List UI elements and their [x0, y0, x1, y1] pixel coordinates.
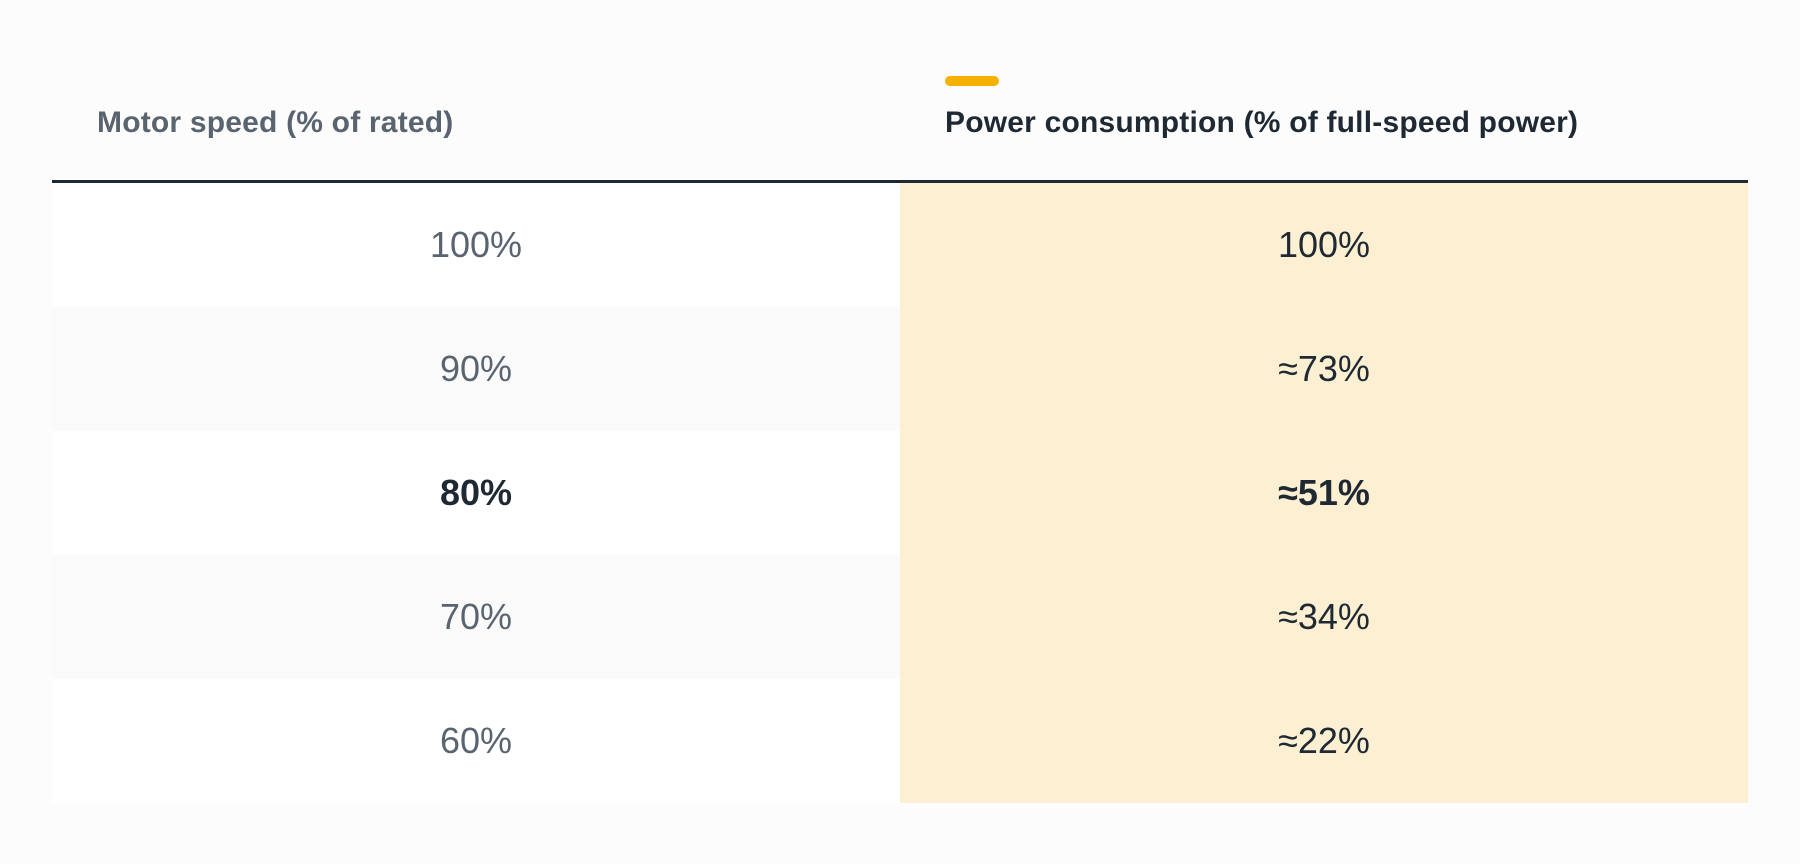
table-row: 60% ≈22%: [52, 679, 1748, 803]
header-cell-speed: Motor speed (% of rated): [52, 0, 900, 180]
table-row: 90% ≈73%: [52, 307, 1748, 431]
speed-cell: 60%: [52, 679, 900, 803]
speed-cell: 90%: [52, 307, 900, 431]
power-cell: ≈34%: [900, 555, 1748, 679]
table-row-emphasized: 80% ≈51%: [52, 431, 1748, 555]
power-cell: ≈73%: [900, 307, 1748, 431]
header-label-power: Power consumption (% of full-speed power…: [945, 106, 1579, 139]
table-row: 100% 100%: [52, 183, 1748, 307]
power-cell: 100%: [900, 183, 1748, 307]
speed-cell: 100%: [52, 183, 900, 307]
header-label-speed: Motor speed (% of rated): [97, 106, 454, 139]
header-cell-power: Power consumption (% of full-speed power…: [900, 0, 1748, 180]
speed-cell: 80%: [52, 431, 900, 555]
power-table: Motor speed (% of rated) Power consumpti…: [52, 0, 1748, 803]
power-cell: ≈22%: [900, 679, 1748, 803]
accent-bar: [945, 76, 999, 86]
power-cell: ≈51%: [900, 431, 1748, 555]
table-body: 100% 100% 90% ≈73% 80% ≈51% 70% ≈34% 60%…: [52, 183, 1748, 803]
table-row: 70% ≈34%: [52, 555, 1748, 679]
table-header: Motor speed (% of rated) Power consumpti…: [52, 0, 1748, 183]
speed-cell: 70%: [52, 555, 900, 679]
